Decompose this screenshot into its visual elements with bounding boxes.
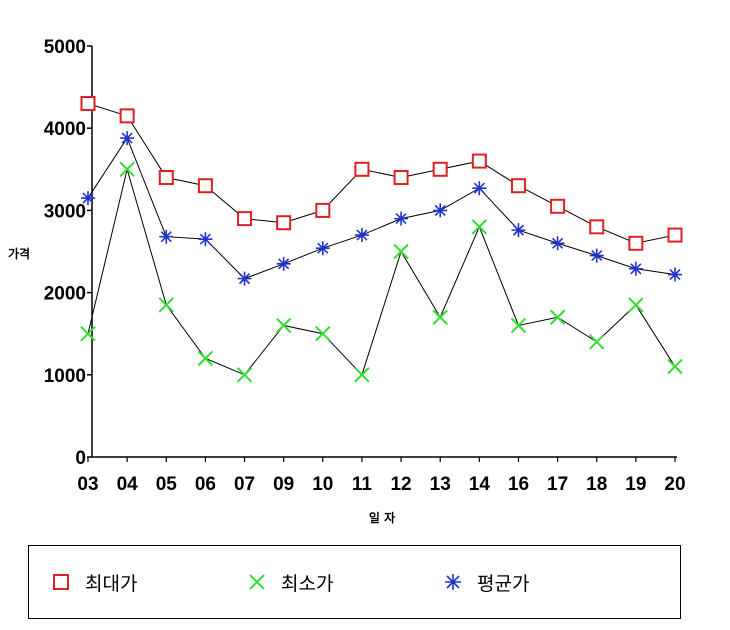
data-point-max [628,235,644,251]
x-tick-label: 10 [312,474,333,495]
data-point-max [197,178,213,194]
x-tick-label: 13 [430,474,451,495]
y-axis-title: 가격 [8,246,30,261]
data-point-max [471,153,487,169]
data-point-max [393,170,409,186]
y-tick-label: 2000 [44,284,86,305]
x-tick-label: 03 [77,474,98,495]
data-point-max [589,219,605,235]
data-point-avg [472,181,487,196]
series-line-1 [87,167,676,376]
axes: 0 1000 2000 3000 4000 5000 03 04 05 06 07 09 10 11 12 1… [44,37,686,495]
data-point-avg [120,131,135,146]
data-point-max [432,161,448,177]
data-point-max [315,202,331,218]
series-line-2 [87,136,676,280]
data-point-max [510,178,526,194]
x-tick-label: 05 [156,474,178,495]
x-tick-label: 12 [390,474,411,495]
x-tick-label: 09 [273,474,294,495]
x-tick-label: 19 [625,474,646,495]
data-point-avg [511,223,526,238]
x-tick-label: 04 [117,474,139,495]
asterisk-marker-icon [445,574,461,590]
series-layer [80,96,683,383]
square-marker-icon [53,574,69,590]
x-tick-label: 06 [195,474,216,495]
x-marker-icon [249,574,265,590]
data-point-avg [550,236,565,251]
data-point-min [589,334,605,350]
data-point-avg [276,256,291,271]
data-point-avg [81,191,95,206]
data-point-min [510,317,527,334]
data-point-avg [198,232,213,247]
data-point-min [393,243,409,260]
data-point-min [471,219,488,235]
x-tick-label: 20 [664,474,685,495]
y-tick-label: 4000 [44,119,86,140]
data-point-max [276,215,292,231]
y-tick-label: 0 [75,448,86,469]
data-point-avg [628,261,643,276]
legend-item-min: 최소가 [247,546,333,618]
data-point-max [667,227,683,243]
data-point-avg [394,211,409,226]
legend-label-min: 최소가 [281,572,334,595]
x-tick-label: 11 [352,474,373,495]
legend-item-max: 최대가 [51,546,137,618]
data-point-min [275,317,292,334]
data-point-avg [668,267,682,282]
data-point-max [550,198,566,214]
data-point-max [237,211,253,227]
data-point-max [158,170,174,186]
legend-label-avg: 평균가 [477,572,530,595]
data-point-max [80,96,96,112]
legend-item-avg: 평균가 [443,546,529,618]
data-point-avg [315,241,330,256]
y-tick-label: 5000 [44,37,86,58]
data-point-min [315,325,331,342]
x-tick-label: 16 [508,474,529,495]
data-point-min [158,297,174,313]
series-line-0 [87,103,676,244]
data-point-min [80,325,96,342]
data-point-avg [159,229,174,244]
legend-label-max: 최대가 [85,572,138,595]
data-point-avg [237,271,252,286]
x-tick-label: 17 [547,474,568,495]
x-tick-label: 18 [586,474,607,495]
y-tick-label: 3000 [44,201,86,222]
data-point-avg [589,248,604,263]
data-point-min [197,350,214,367]
data-point-min [119,161,135,178]
data-point-min [667,358,683,375]
x-tick-label: 07 [234,474,255,495]
data-point-min [236,367,253,383]
x-tick-label: 14 [469,474,491,495]
data-point-max [119,108,135,124]
data-point-min [432,309,448,325]
data-point-min [549,309,566,325]
data-point-min [628,297,644,313]
data-point-avg [354,228,369,243]
data-point-avg [433,203,448,218]
legend: 최대가 최소가 평균가 [28,545,681,619]
line-chart: 0 1000 2000 3000 4000 5000 03 04 05 06 07 09 10 11 12 1… [8,37,686,525]
y-tick-label: 1000 [44,366,86,387]
data-point-max [354,161,370,177]
data-point-min [354,367,370,383]
x-axis-title: 일 자 [369,510,395,525]
